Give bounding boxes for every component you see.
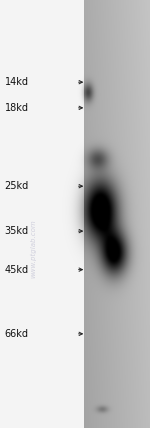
Text: 66kd: 66kd (4, 329, 28, 339)
Text: www.ptglab.com: www.ptglab.com (30, 219, 36, 278)
Text: 35kd: 35kd (4, 226, 29, 236)
Text: 25kd: 25kd (4, 181, 29, 191)
Text: 45kd: 45kd (4, 265, 29, 275)
Text: 18kd: 18kd (4, 103, 28, 113)
Text: 14kd: 14kd (4, 77, 28, 87)
